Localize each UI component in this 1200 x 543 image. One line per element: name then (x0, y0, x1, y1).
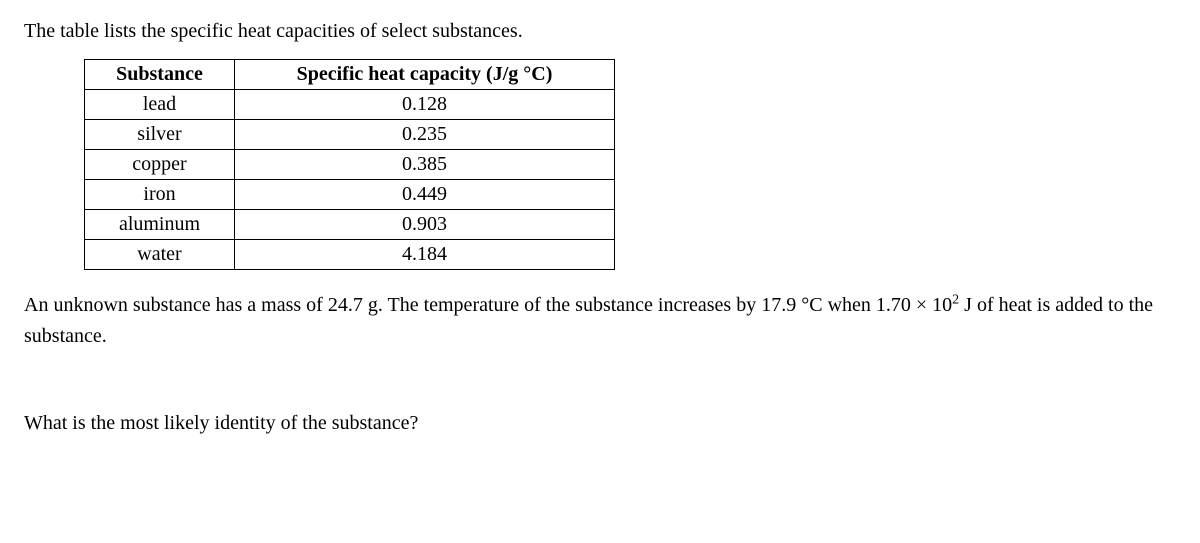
table-header-row: Substance Specific heat capacity (J/g °C… (85, 60, 615, 90)
question-text: What is the most likely identity of the … (24, 408, 1176, 438)
header-substance: Substance (85, 60, 235, 90)
cell-substance: water (85, 240, 235, 270)
cell-substance: copper (85, 150, 235, 180)
cell-substance: aluminum (85, 210, 235, 240)
header-capacity: Specific heat capacity (J/g °C) (235, 60, 615, 90)
cell-capacity: 0.903 (235, 210, 615, 240)
cell-capacity: 4.184 (235, 240, 615, 270)
table-row: copper 0.385 (85, 150, 615, 180)
heat-capacity-table-wrapper: Substance Specific heat capacity (J/g °C… (84, 59, 1176, 270)
cell-capacity: 0.449 (235, 180, 615, 210)
cell-substance: lead (85, 90, 235, 120)
table-row: iron 0.449 (85, 180, 615, 210)
heat-capacity-table: Substance Specific heat capacity (J/g °C… (84, 59, 615, 270)
table-row: silver 0.235 (85, 120, 615, 150)
table-row: aluminum 0.903 (85, 210, 615, 240)
table-row: lead 0.128 (85, 90, 615, 120)
intro-text: The table lists the specific heat capaci… (24, 20, 1176, 43)
cell-substance: iron (85, 180, 235, 210)
table-row: water 4.184 (85, 240, 615, 270)
cell-capacity: 0.385 (235, 150, 615, 180)
table-body: lead 0.128 silver 0.235 copper 0.385 iro… (85, 90, 615, 270)
cell-substance: silver (85, 120, 235, 150)
problem-statement: An unknown substance has a mass of 24.7 … (24, 290, 1176, 352)
cell-capacity: 0.128 (235, 90, 615, 120)
cell-capacity: 0.235 (235, 120, 615, 150)
